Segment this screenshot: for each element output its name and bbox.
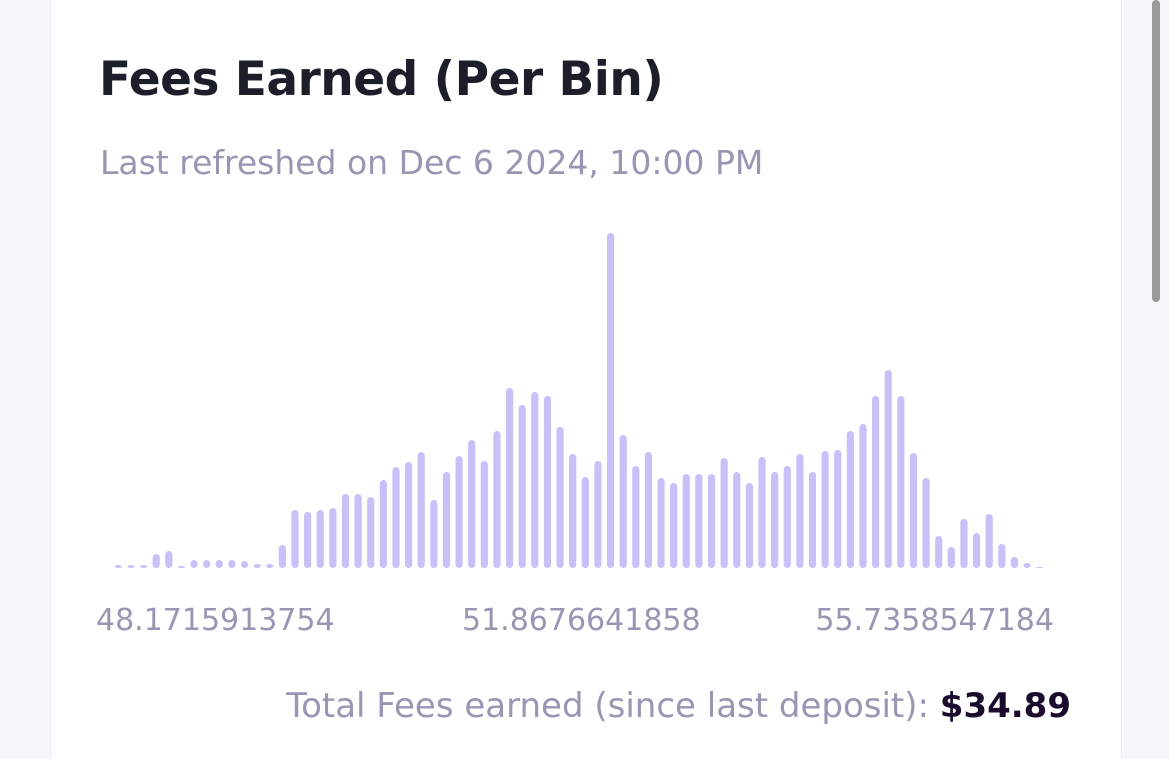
bar <box>1023 563 1031 568</box>
card: Fees Earned (Per Bin) Last refreshed on … <box>50 0 1122 759</box>
bar <box>783 466 791 568</box>
bar <box>304 512 312 568</box>
bar <box>670 483 678 568</box>
bar <box>430 500 438 568</box>
bar <box>240 561 249 568</box>
bar <box>493 431 501 568</box>
bar <box>379 480 387 568</box>
bar <box>745 483 753 568</box>
bar <box>897 396 905 568</box>
bar <box>834 450 842 568</box>
bar <box>569 454 577 568</box>
bar <box>947 547 955 568</box>
bar <box>253 564 261 568</box>
bar <box>733 472 741 568</box>
bar <box>442 472 451 568</box>
bar <box>177 566 186 568</box>
bar <box>619 435 627 568</box>
subtitle: Last refreshed on Dec 6 2024, 10:00 PM <box>100 143 764 182</box>
bar <box>354 494 362 568</box>
bar <box>392 467 400 568</box>
bar <box>644 452 653 568</box>
bar <box>278 545 286 568</box>
bar <box>417 452 425 568</box>
bar <box>139 565 148 568</box>
bar <box>480 461 488 568</box>
bar <box>606 233 615 568</box>
bar <box>291 510 299 568</box>
bar <box>152 554 160 568</box>
bar <box>341 494 350 568</box>
bar <box>707 474 716 568</box>
bar <box>329 508 337 568</box>
bar <box>1036 567 1044 568</box>
scrollbar[interactable] <box>1152 0 1160 302</box>
bar <box>922 478 930 568</box>
bar <box>468 440 476 568</box>
bar <box>405 462 413 568</box>
bar <box>720 458 728 568</box>
bar <box>127 565 135 568</box>
bar <box>796 454 804 568</box>
bar <box>821 451 829 568</box>
bar <box>531 392 539 568</box>
bar <box>808 472 817 568</box>
title: Fees Earned (Per Bin) <box>99 52 664 107</box>
bar <box>960 519 968 568</box>
bar <box>228 560 236 568</box>
bar <box>1010 557 1019 568</box>
bar <box>505 388 514 568</box>
bar <box>455 456 463 568</box>
bar <box>758 457 766 568</box>
bar <box>859 424 867 568</box>
total-fees-label: Total Fees earned (since last deposit): <box>286 686 929 726</box>
bar <box>632 466 640 568</box>
bar <box>190 560 198 568</box>
bar <box>695 474 703 568</box>
bar <box>518 405 526 568</box>
bar <box>165 551 173 568</box>
bar <box>203 560 211 568</box>
bar <box>266 564 274 568</box>
bar <box>909 453 918 568</box>
bar <box>846 431 854 568</box>
bar <box>884 370 892 568</box>
bar <box>972 533 981 568</box>
bar <box>316 510 324 568</box>
bar <box>543 396 552 568</box>
x-tick-label: 48.1715913754 <box>96 603 335 638</box>
bar <box>872 396 880 568</box>
total-fees-value: $34.89 <box>939 686 1071 726</box>
bar <box>935 536 943 568</box>
bar <box>215 560 223 568</box>
bar <box>657 478 665 568</box>
x-tick-label: 55.7358547184 <box>815 603 1054 638</box>
bar <box>682 474 690 568</box>
bar <box>556 427 564 568</box>
bar <box>581 477 589 568</box>
bar <box>985 514 993 568</box>
bar <box>594 461 602 568</box>
bar <box>771 472 779 568</box>
bar <box>367 497 375 568</box>
bar <box>998 544 1006 568</box>
bar <box>114 565 122 568</box>
total-fees: Total Fees earned (since last deposit): … <box>286 686 1071 726</box>
x-tick-label: 51.8676641858 <box>462 603 701 638</box>
